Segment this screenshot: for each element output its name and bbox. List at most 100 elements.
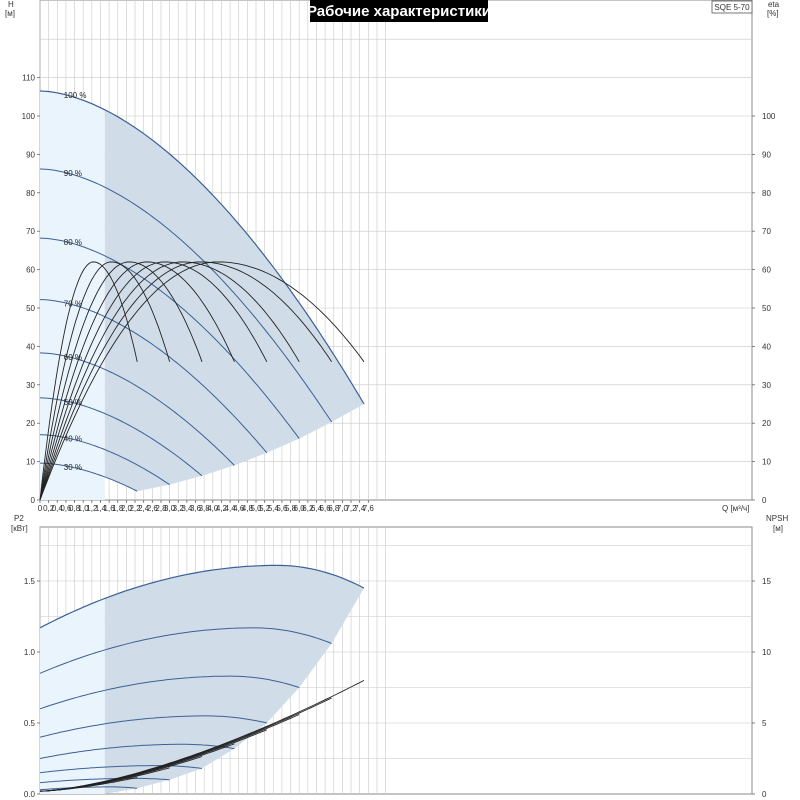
top-x-tick-label: 6,4 [311,504,323,513]
efficiency-curve [39,261,138,501]
speed-curve-label: 90 % [64,169,82,178]
top-x-tick-label: 5,2 [259,504,271,513]
speed-curve [39,90,365,405]
efficiency-curve [39,261,171,501]
model-label: SQE 5-70 [714,3,750,12]
power-curve [39,743,235,759]
bottom-left-axis-title-line1: P2 [14,514,24,523]
speed-curve [39,168,333,423]
bottom-right-tick-label: 5 [762,719,767,728]
bottom-right-tick-label: 10 [762,648,771,657]
bottom-left-axis-title-line2: [кВт] [11,524,28,533]
top-right-tick-label: 40 [762,342,771,351]
bottom-left-tick-label: 0.5 [24,719,36,728]
top-left-tick-label: 80 [26,189,35,198]
bottom-left-tick-label: 0.0 [24,790,36,799]
top-x-tick-label: 0,8 [69,504,81,513]
top-x-tick-label: 4,4 [225,504,237,513]
speed-curve [40,299,268,454]
top-left-axis-title-line2: [м] [5,9,15,18]
top-right-tick-label: 80 [762,189,771,198]
efficiency-curve [39,261,332,501]
top-x-tick-label: 0,6 [60,504,72,513]
top-x-tick-label: 0 [38,504,43,513]
top-right-tick-label: 0 [762,496,767,505]
top-left-tick-label: 40 [26,342,35,351]
top-left-tick-label: 50 [26,304,35,313]
speed-curve [40,462,138,492]
top-left-axis-title-line1: H [8,0,14,9]
top-right-tick-label: 60 [762,266,771,275]
top-x-tick-label: 6,2 [302,504,314,513]
top-area-light [40,91,105,500]
top-x-tick-label: 6,0 [294,504,306,513]
efficiency-curve [39,261,300,501]
top-x-tick-label: 2,4 [138,504,150,513]
top-x-tick-label: 3,6 [190,504,202,513]
top-x-tick-label: 6,8 [328,504,340,513]
top-left-tick-label: 20 [26,419,35,428]
bottom-right-axis-title-line1: NPSH [766,514,788,523]
power-curve [39,786,138,791]
top-left-tick-label: 0 [31,496,36,505]
top-x-axis-title: Q [м³/ч] [722,504,749,513]
top-right-tick-label: 70 [762,227,771,236]
top-x-tick-label: 1,4 [95,504,107,513]
chart-title: Рабочие характеристики [307,3,491,20]
top-x-tick-label: 4,8 [242,504,254,513]
efficiency-curve [39,261,365,501]
bottom-operating-area [40,565,365,794]
top-x-tick-label: 7,4 [354,504,366,513]
speed-curve-label: 40 % [64,435,82,444]
top-x-tick-label: 5,8 [285,504,297,513]
top-x-tick-label: 6,6 [320,504,332,513]
top-x-tick-label: 4,0 [207,504,219,513]
speed-curve [40,434,170,486]
top-right-axis-title-line2: [%] [767,9,779,18]
top-right-tick-label: 20 [762,419,771,428]
power-curve [39,765,203,774]
top-x-tick-label: 7,6 [363,504,375,513]
model-box [711,0,753,14]
top-x-tick-label: 2,6 [147,504,159,513]
top-right-tick-label: 10 [762,458,771,467]
top-left-tick-label: 10 [26,458,35,467]
top-right-tick-label: 100 [762,112,776,121]
top-left-tick-label: 90 [26,150,35,159]
top-x-tick-label: 2,0 [121,504,133,513]
speed-curve-label: 80 % [64,238,82,247]
top-right-tick-label: 30 [762,381,771,390]
top-x-tick-label: 3,2 [173,504,185,513]
top-x-tick-label: 3,4 [181,504,193,513]
top-operating-area [40,91,365,501]
top-x-tick-label: 1,8 [112,504,124,513]
bottom-right-tick-label: 15 [762,577,771,586]
bottom-axes: 0.0 0.5 1.0 1.5 0 5 10 15 [24,577,772,799]
power-curve [39,777,170,784]
top-left-tick-label: 30 [26,381,35,390]
top-x-tick-label: 1,6 [104,504,116,513]
top-left-tick-label: 70 [26,227,35,236]
top-x-tick-label: 2,2 [129,504,141,513]
efficiency-curve [39,261,203,501]
top-x-tick-label: 1,2 [86,504,98,513]
bottom-right-axis-title-line2: [м] [773,524,783,533]
bottom-curves [39,564,365,792]
top-curves: 100 %90 %80 %70 %60 %50 %40 %30 % [39,90,365,501]
efficiency-curve [39,261,235,501]
top-left-tick-label: 60 [26,266,35,275]
bottom-right-tick-label: 0 [762,790,767,799]
top-x-tick-label: 5,6 [276,504,288,513]
top-x-tick-label: 0,2 [43,504,55,513]
power-curve [39,564,365,629]
bottom-area-dark [104,565,365,794]
top-x-tick-label: 4,6 [233,504,245,513]
efficiency-curve [39,261,268,501]
top-x-tick-label: 4,2 [216,504,228,513]
speed-curve-label: 100 % [64,91,87,100]
top-x-tick-label: 7,0 [337,504,349,513]
top-left-tick-label: 110 [22,74,35,83]
top-axes: 0 0,20,40,60,81,01,21,41,61,82,02,22,42,6… [22,74,776,513]
top-x-tick-label: 3,0 [164,504,176,513]
top-right-tick-label: 90 [762,150,771,159]
